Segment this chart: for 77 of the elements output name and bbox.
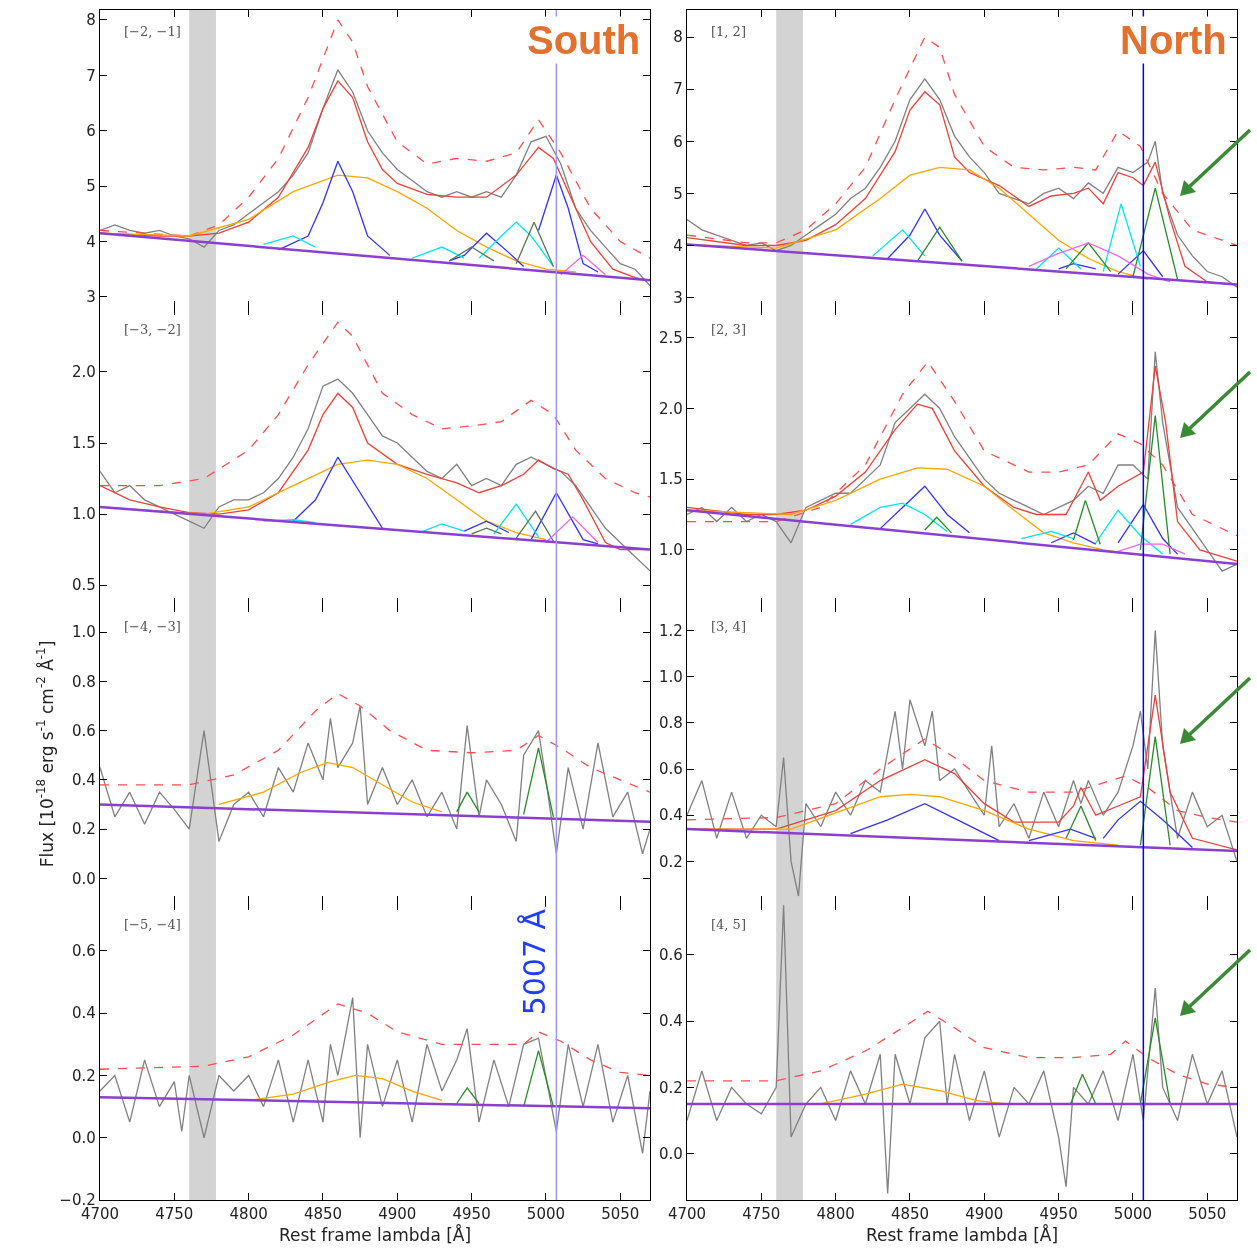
y-tick-label: 3 [673,288,683,307]
y-tick-label: 2.5 [658,328,683,347]
y-tick-label: 0.8 [71,672,96,691]
x-tick-label: 4900 [378,1205,417,1224]
y-tick-label: 8 [86,11,96,30]
x-tick-label: 4900 [965,1205,1004,1224]
y-tick-label: 1.0 [71,623,96,642]
y-tick-label: 3 [86,288,96,307]
y-tick-label: 2.0 [71,363,96,382]
line-series [100,321,650,498]
annotation: [−3, −2] [124,322,181,337]
y-tick-label: 0.0 [71,869,96,888]
y-tick-label: 0.6 [71,942,96,961]
y-tick-label: 0.4 [658,806,683,825]
x-tick-label: 4850 [890,1205,930,1224]
line-series [100,378,650,572]
y-tick-label: 1.5 [658,470,683,489]
annotation: [4, 5] [711,917,746,932]
x-tick-label: 4800 [816,1205,855,1224]
y-tick-label: 0.0 [658,1144,683,1163]
y-tick-label: 6 [86,122,96,140]
y-tick-label: 1.0 [658,667,683,686]
annotation: [3, 4] [711,619,746,634]
y-tick-label: 5 [86,177,96,196]
x-axis-title: Rest frame lambda [Å] [865,1223,1059,1245]
y-tick-label: 7 [86,66,96,85]
y-tick-label: 8 [673,28,683,47]
y-tick-label: 0.4 [71,1004,96,1023]
y-tick-label: 1.2 [658,621,683,640]
x-tick-label: 4800 [229,1205,268,1224]
annotation: [−4, −3] [124,619,181,634]
x-tick-label: 5050 [1188,1205,1227,1224]
line-series [100,19,650,259]
y-tick-label: 0.2 [658,852,683,871]
y-tick-label: 5 [673,184,683,203]
line-series [687,904,1237,1195]
y-tick-label: 1.0 [658,541,683,560]
line-series [1028,242,1171,283]
y-tick-label: 0.2 [71,820,96,839]
y-tick-label: 0.4 [71,771,96,790]
annotation: South [527,18,641,62]
y-tick-label: 6 [673,132,683,151]
x-tick-label: 4750 [155,1205,194,1224]
y-tick-label: 0.6 [658,946,683,965]
y-tick-label: 0.6 [71,721,96,740]
x-tick-label: 4850 [303,1205,343,1224]
y-tick-label: 0.8 [658,714,683,733]
y-tick-label: 7 [673,80,683,99]
y-tick-label: 0.0 [71,1128,96,1147]
line-series [218,761,443,813]
y-tick-label: 0.5 [71,576,96,595]
x-tick-label: 4950 [452,1205,491,1224]
line-series [687,738,1237,823]
x-tick-label: 4700 [667,1205,707,1224]
line-series [100,705,650,855]
y-tick-label: 1.5 [71,434,96,453]
y-tick-label: 1.0 [71,505,96,524]
y-tick-label: 4 [673,236,683,255]
y-tick-label: 0.2 [71,1066,96,1085]
annotation: [2, 3] [711,322,746,337]
x-axis-title: Rest frame lambda [Å] [278,1223,472,1245]
x-tick-label: 5000 [526,1205,566,1224]
ref-line-label: 5007 Å [517,908,553,1016]
y-tick-label: 0.4 [658,1012,683,1031]
annotation: [1, 2] [711,24,746,39]
x-tick-label: 4750 [742,1205,781,1224]
x-tick-label: 5000 [1113,1205,1153,1224]
y-tick-label: 0.2 [658,1078,683,1097]
x-tick-label: 5050 [601,1205,640,1224]
annotation: [−5, −4] [124,917,181,932]
y-tick-label: 0.6 [658,760,683,779]
annotation: North [1120,18,1227,62]
line-series [100,693,650,793]
x-tick-label: 4950 [1039,1205,1078,1224]
y-tick-label: 2.0 [658,399,683,418]
annotation: [−2, −1] [124,24,181,39]
y-tick-label: 4 [86,232,96,251]
